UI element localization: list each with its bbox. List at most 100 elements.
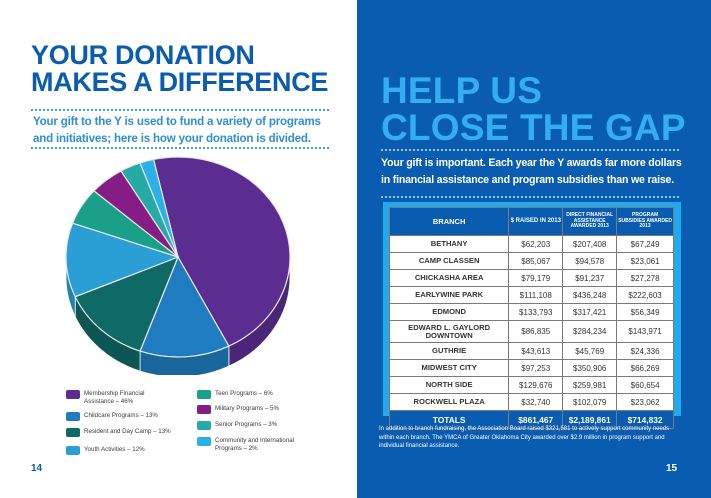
pie-slice [139, 255, 230, 358]
cell-program-subsidies: $60,654 [616, 376, 674, 394]
table-row: CHICKASHA AREA $79,179 $91,237 $27,278 [388, 269, 674, 287]
dotted-divider [381, 149, 679, 151]
header-program-subsidies: PROGRAM SUBSIDIES AWARDED 2013 [616, 207, 674, 236]
table-row: EARLYWINE PARK $111,108 $436,248 $222,603 [388, 286, 674, 304]
legend-item: Military Programs – 5% [197, 405, 325, 414]
cell-branch: BETHANY [388, 235, 510, 253]
cell-raised: $85,067 [508, 252, 564, 270]
legend-item: Childcare Programs – 13% [66, 412, 194, 421]
legend-swatch [197, 421, 211, 430]
cell-financial-assistance: $259,981 [562, 376, 618, 394]
cell-program-subsidies: $222,603 [616, 286, 674, 304]
legend-swatch [66, 428, 80, 437]
legend-label: Senior Programs – 3% [215, 421, 278, 428]
table-row: GUTHRIE $43,613 $45,769 $24,336 [388, 342, 674, 360]
pie-slice [139, 158, 179, 258]
cell-raised: $97,253 [508, 359, 564, 377]
cell-branch: EDMOND [388, 303, 510, 321]
header-raised: $ RAISED IN 2013 [508, 207, 564, 236]
cell-program-subsidies: $66,269 [616, 359, 674, 377]
cell-raised: $129,676 [508, 376, 564, 394]
right-page-subtitle: Your gift is important. Each year the Y … [381, 157, 682, 186]
footnote: In addition to branch fundraising, the A… [379, 426, 670, 450]
legend-item: Teen Programs – 6% [197, 390, 325, 399]
page-number-left: 14 [31, 463, 43, 474]
table-header-row: BRANCH $ RAISED IN 2013 DIRECT FINANCIAL… [388, 207, 674, 236]
cell-branch: GUTHRIE [388, 342, 510, 360]
legend-label: Resident and Day Camp – 13% [84, 428, 171, 435]
legend-swatch [66, 412, 80, 421]
legend-label: Membership Financial Assistance – 46% [84, 390, 145, 405]
left-page-subtitle: Your gift to the Y is used to fund a var… [33, 115, 321, 145]
right-title-line-1: HELP US [381, 70, 543, 111]
table-row: EDMOND $133,793 $317,421 $56,349 [388, 303, 674, 321]
cell-financial-assistance: $94,578 [562, 252, 618, 270]
pie-slice [152, 156, 291, 347]
legend-item: Youth Activities – 12% [66, 446, 194, 455]
cell-raised: $43,613 [508, 342, 564, 360]
header-branch: BRANCH [388, 207, 510, 236]
legend-label: Military Programs – 5% [215, 405, 279, 412]
cell-program-subsidies: $143,971 [616, 320, 674, 343]
table-row: EDWARD L. GAYLORD DOWNTOWN $86,835 $284,23… [388, 320, 674, 343]
left-page-title: YOUR DONATION MAKES A DIFFERENCE [31, 42, 351, 96]
header-financial-assistance: DIRECT FINANCIAL ASSISTANCE AWARDED 2013 [562, 207, 618, 236]
cell-financial-assistance: $45,769 [562, 342, 618, 360]
table-row: MIDWEST CITY $97,253 $350,906 $66,269 [388, 359, 674, 377]
legend-label: Youth Activities – 12% [84, 446, 145, 453]
pie-slice [65, 222, 180, 298]
branch-table-frame: BRANCH $ RAISED IN 2013 DIRECT FINANCIAL… [383, 202, 681, 429]
table-row: CAMP CLASSEN $85,067 $94,578 $23,061 [388, 252, 674, 270]
cell-financial-assistance: $317,421 [562, 303, 618, 321]
cell-branch: NORTH SIDE [388, 376, 510, 394]
cell-program-subsidies: $67,249 [616, 235, 674, 253]
left-title-line-1: YOUR DONATION [31, 40, 255, 70]
cell-branch: EARLYWINE PARK [388, 286, 510, 304]
cell-program-subsidies: $27,278 [616, 269, 674, 287]
cell-branch: EDWARD L. GAYLORD DOWNTOWN [388, 320, 510, 343]
table-row: NORTH SIDE $129,676 $259,981 $60,654 [388, 376, 674, 394]
cell-financial-assistance: $102,079 [562, 393, 618, 411]
total-raised: $861,467 [508, 410, 564, 429]
dotted-divider [31, 147, 329, 149]
cell-program-subsidies: $24,336 [616, 342, 674, 360]
cell-program-subsidies: $23,061 [616, 252, 674, 270]
right-page-title: HELP US CLOSE THE GAP [381, 72, 686, 146]
cell-program-subsidies: $56,349 [616, 303, 674, 321]
cell-raised: $111,108 [508, 286, 564, 304]
cell-financial-assistance: $207,408 [562, 235, 618, 253]
cell-branch: CAMP CLASSEN [388, 252, 510, 270]
cell-raised: $32,740 [508, 393, 564, 411]
cell-branch: ROCKWELL PLAZA [388, 393, 510, 411]
cell-branch: MIDWEST CITY [388, 359, 510, 377]
total-financial-assistance: $2,189,861 [562, 410, 618, 429]
page-number-right: 15 [666, 463, 678, 474]
cell-financial-assistance: $350,906 [562, 359, 618, 377]
legend-item: Resident and Day Camp – 13% [66, 428, 194, 437]
cell-raised: $79,179 [508, 269, 564, 287]
legend-label: Community and International Programs – 2… [215, 437, 295, 452]
pie-chart-svg [65, 156, 291, 378]
cell-financial-assistance: $436,248 [562, 286, 618, 304]
cell-raised: $133,793 [508, 303, 564, 321]
dotted-divider [381, 196, 679, 198]
right-page: HELP US CLOSE THE GAP Your gift is impor… [357, 0, 711, 498]
branch-table: BRANCH $ RAISED IN 2013 DIRECT FINANCIAL… [388, 207, 674, 429]
cell-program-subsidies: $23,062 [616, 393, 674, 411]
legend-swatch [197, 390, 211, 399]
cell-financial-assistance: $91,237 [562, 269, 618, 287]
cell-raised: $86,835 [508, 320, 564, 343]
legend-swatch [197, 437, 211, 446]
cell-financial-assistance: $284,234 [562, 320, 618, 343]
legend-label: Childcare Programs – 13% [84, 412, 158, 419]
legend-swatch [197, 405, 211, 414]
legend-item: Community and International Programs – 2… [197, 437, 310, 453]
legend-item: Senior Programs – 3% [197, 421, 325, 430]
legend-label: Teen Programs – 6% [215, 390, 273, 397]
total-program-subsidies: $714,832 [616, 410, 674, 429]
legend-item: Membership Financial Assistance – 46% [66, 390, 164, 406]
left-page: YOUR DONATION MAKES A DIFFERENCE Your gi… [31, 41, 351, 474]
cell-branch: CHICKASHA AREA [388, 269, 510, 287]
totals-label: TOTALS [388, 410, 510, 429]
cell-raised: $62,203 [508, 235, 564, 253]
